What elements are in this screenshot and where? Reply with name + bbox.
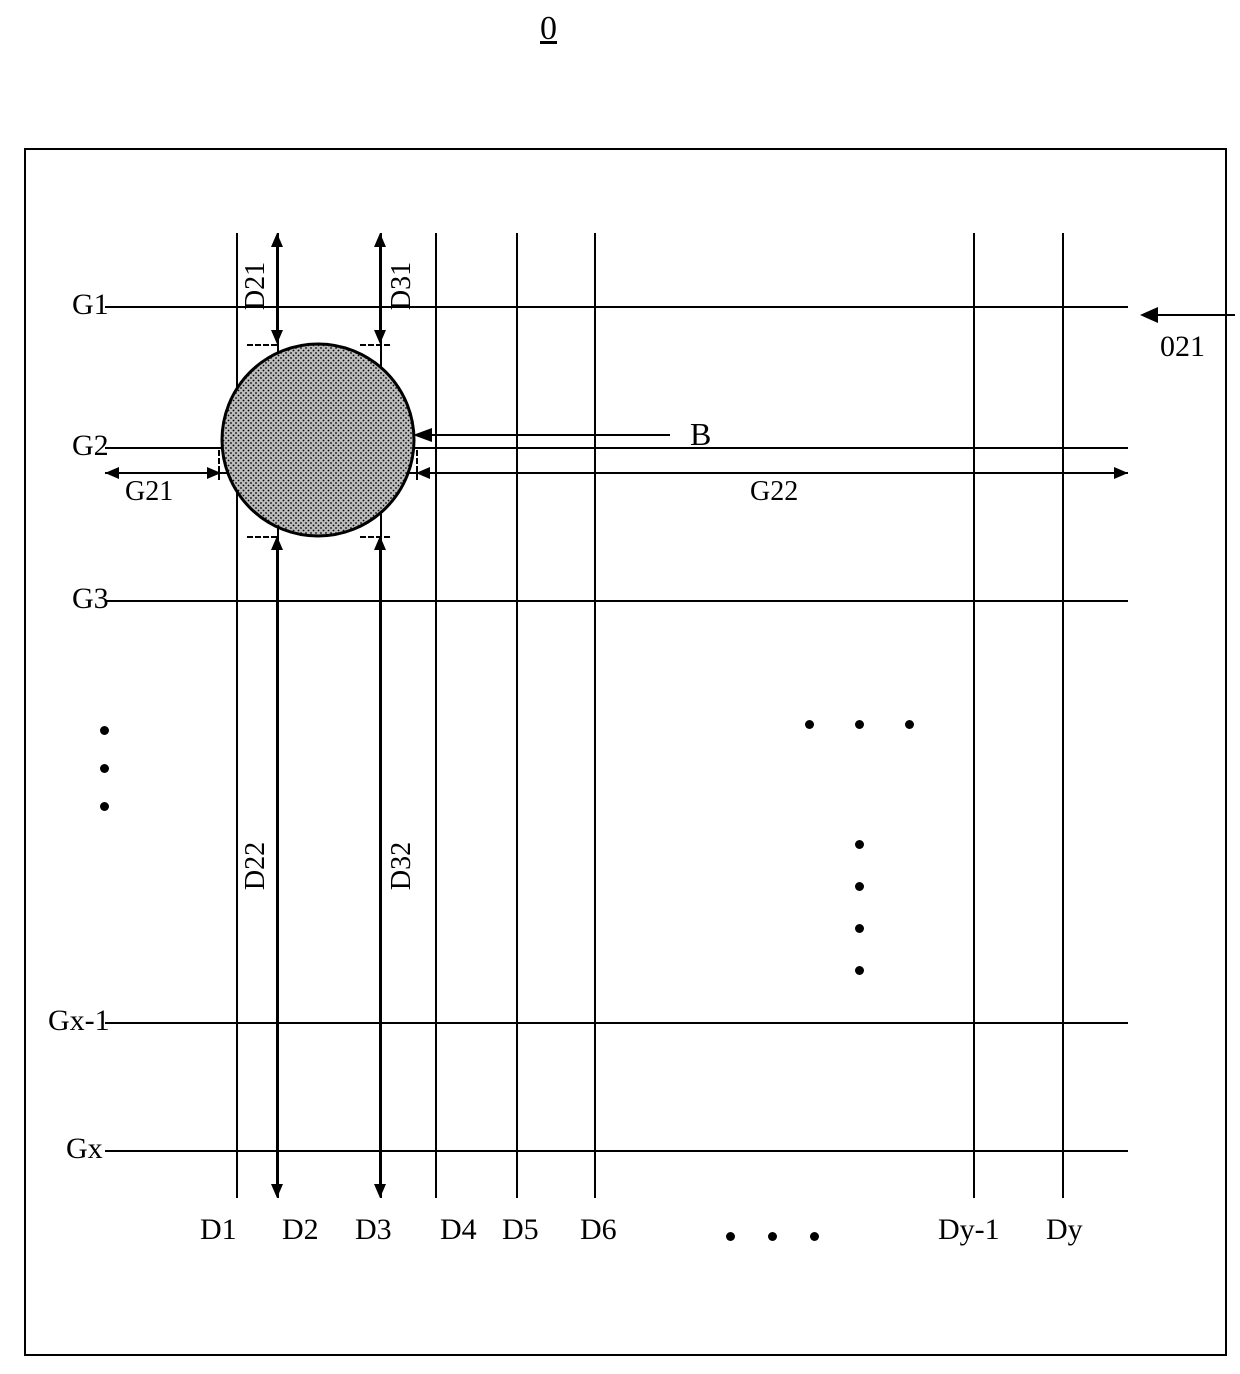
outer-box-top: [24, 148, 1227, 150]
dots-left-1: [100, 726, 109, 735]
label-Dy: Dy: [1046, 1213, 1083, 1247]
dots-right-1: [855, 840, 864, 849]
line-D5: [516, 233, 518, 1198]
dots-right-3: [855, 924, 864, 933]
dash-right-tan: [416, 450, 418, 480]
dots-bottom-1: [726, 1232, 735, 1241]
label-D6: D6: [580, 1213, 617, 1247]
dots-left-2: [100, 764, 109, 773]
dash-top-right: [360, 344, 390, 346]
dots-left-3: [100, 802, 109, 811]
dots-gd-2: [855, 720, 864, 729]
label-D1: D1: [200, 1213, 237, 1247]
label-G22: G22: [750, 476, 798, 508]
dots-bottom-2: [768, 1232, 777, 1241]
label-G1: G1: [72, 288, 109, 322]
dash-top-left: [247, 344, 277, 346]
line-Dy: [1062, 233, 1064, 1198]
label-Gxm1: Gx-1: [48, 1004, 110, 1038]
label-D5: D5: [502, 1213, 539, 1247]
callout-021-arrow: [1140, 295, 1240, 335]
line-D6: [594, 233, 596, 1198]
dash-left-tan: [218, 450, 220, 480]
dots-gd-3: [905, 720, 914, 729]
label-Dym1: Dy-1: [938, 1213, 1000, 1247]
label-D3: D3: [355, 1213, 392, 1247]
label-D31: D31: [386, 262, 418, 310]
defect-circle: [220, 342, 416, 538]
label-Gx: Gx: [66, 1132, 103, 1166]
label-D22: D22: [240, 842, 272, 890]
dots-right-2: [855, 882, 864, 891]
line-D4: [435, 233, 437, 1198]
outer-box-bottom: [24, 1354, 1227, 1356]
label-D4: D4: [440, 1213, 477, 1247]
arrow-B: [410, 420, 680, 450]
label-D21: D21: [240, 262, 272, 310]
label-G3: G3: [72, 582, 109, 616]
line-Dym1: [973, 233, 975, 1198]
dots-right-4: [855, 966, 864, 975]
dots-bottom-3: [810, 1232, 819, 1241]
label-G2: G2: [72, 429, 109, 463]
dots-gd-1: [805, 720, 814, 729]
label-B: B: [690, 416, 711, 453]
figure-title: 0: [540, 10, 557, 48]
label-D32: D32: [386, 842, 418, 890]
outer-box-left: [24, 148, 26, 1356]
label-G21: G21: [125, 476, 173, 508]
callout-021-label: 021: [1160, 330, 1205, 364]
label-D2: D2: [282, 1213, 319, 1247]
